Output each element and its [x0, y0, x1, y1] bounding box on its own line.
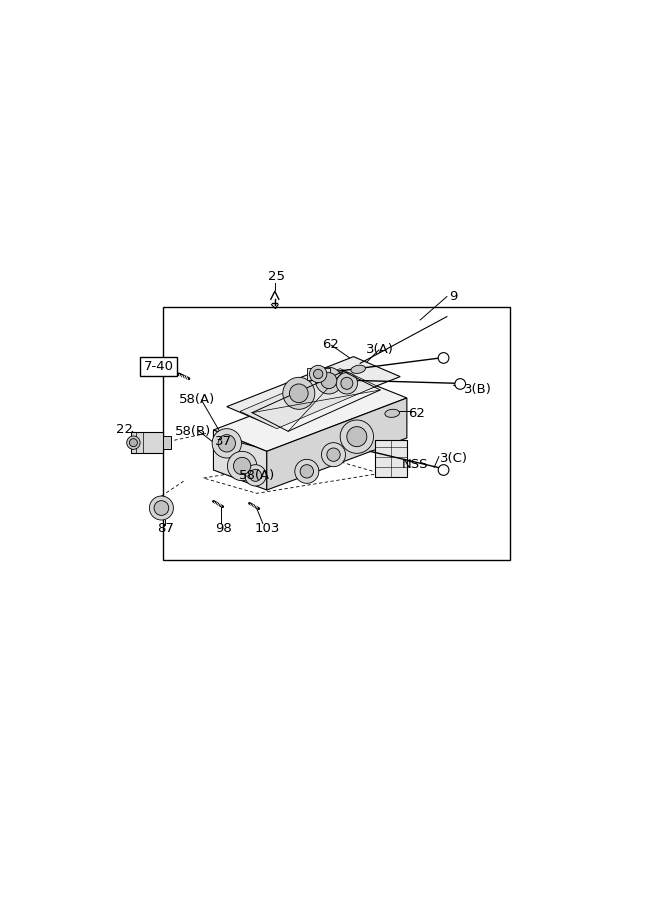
Text: 62: 62 — [408, 407, 426, 419]
Text: 22: 22 — [116, 423, 133, 436]
Circle shape — [283, 377, 315, 410]
Circle shape — [154, 500, 169, 516]
Circle shape — [321, 373, 337, 389]
Circle shape — [249, 469, 261, 482]
Circle shape — [341, 377, 353, 390]
Ellipse shape — [351, 365, 366, 374]
Text: 103: 103 — [254, 521, 279, 535]
Circle shape — [438, 353, 449, 364]
Circle shape — [300, 464, 313, 478]
Text: 3(A): 3(A) — [366, 344, 394, 356]
Circle shape — [340, 420, 374, 454]
Polygon shape — [227, 356, 400, 427]
Bar — [375, 440, 407, 477]
Text: 9: 9 — [450, 290, 458, 303]
Circle shape — [309, 365, 327, 382]
Text: 58(A): 58(A) — [239, 469, 275, 482]
Polygon shape — [267, 398, 407, 490]
Text: 58(B): 58(B) — [175, 426, 211, 438]
Text: 98: 98 — [215, 521, 232, 535]
Bar — [163, 307, 510, 560]
Ellipse shape — [385, 410, 400, 418]
Circle shape — [455, 379, 466, 390]
Circle shape — [129, 438, 137, 446]
Text: 87: 87 — [157, 521, 174, 535]
Text: 37: 37 — [215, 436, 232, 448]
Bar — [131, 432, 163, 454]
Text: 62: 62 — [321, 338, 339, 351]
Text: NSS: NSS — [402, 458, 428, 472]
Text: 7-40: 7-40 — [144, 360, 173, 373]
Circle shape — [289, 384, 308, 402]
Circle shape — [321, 443, 346, 467]
Circle shape — [438, 464, 449, 475]
Polygon shape — [240, 369, 377, 428]
Circle shape — [233, 457, 251, 474]
Bar — [307, 368, 330, 380]
Circle shape — [295, 459, 319, 483]
Text: 3(B): 3(B) — [464, 383, 492, 397]
Bar — [163, 436, 171, 449]
Circle shape — [315, 367, 342, 394]
Text: 58(A): 58(A) — [179, 393, 215, 407]
Text: 25: 25 — [268, 270, 285, 284]
Circle shape — [227, 451, 257, 481]
Circle shape — [245, 464, 266, 486]
Circle shape — [218, 435, 235, 452]
Circle shape — [212, 428, 241, 458]
Circle shape — [336, 373, 358, 394]
Circle shape — [313, 369, 323, 379]
Circle shape — [149, 496, 173, 520]
Text: 3(C): 3(C) — [440, 452, 468, 465]
Polygon shape — [213, 430, 267, 490]
Circle shape — [347, 427, 367, 446]
Circle shape — [127, 436, 140, 449]
Polygon shape — [213, 376, 407, 451]
Circle shape — [327, 448, 340, 462]
